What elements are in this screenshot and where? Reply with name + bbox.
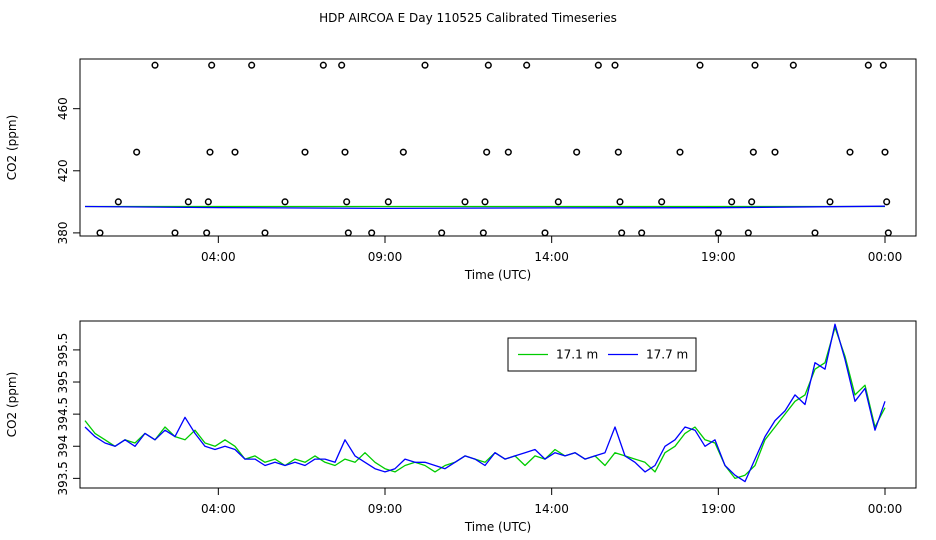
data-point (789, 61, 797, 69)
data-point (438, 229, 446, 237)
y-tick-label: 394 (56, 435, 70, 458)
y-axis: 380 420 460 CO2 (ppm) (5, 97, 80, 244)
y-tick-label: 393.5 (56, 461, 70, 495)
data-point (231, 148, 239, 156)
upper-panel-scatter: 04:00 09:00 14:00 19:00 00:00 Time (UTC) 380 42… (5, 58, 917, 282)
plot-frame (79, 320, 917, 489)
data-point (614, 148, 622, 156)
data-point (751, 61, 759, 69)
data-point (171, 229, 179, 237)
x-axis: 04:00 09:00 14:00 19:00 00:00 Time (UTC) (201, 236, 902, 282)
data-point (341, 148, 349, 156)
data-point (884, 229, 892, 237)
data-point (748, 198, 756, 206)
y-tick-label: 395 (56, 371, 70, 394)
data-point (133, 148, 141, 156)
data-point (714, 229, 722, 237)
x-axis-label: Time (UTC) (464, 268, 531, 282)
series-line-2 (84, 205, 886, 210)
x-tick-label: 09:00 (368, 502, 403, 516)
data-point (114, 198, 122, 206)
data-point (523, 61, 531, 69)
data-point (611, 61, 619, 69)
data-point (883, 198, 891, 206)
data-point (208, 61, 216, 69)
data-point (204, 198, 212, 206)
data-point (301, 148, 309, 156)
data-point (504, 148, 512, 156)
data-point (343, 198, 351, 206)
data-point (206, 148, 214, 156)
data-point (846, 148, 854, 156)
data-point (151, 61, 159, 69)
data-point (676, 148, 684, 156)
series-line-1 (84, 326, 886, 480)
data-point (203, 229, 211, 237)
x-tick-label: 00:00 (868, 250, 903, 264)
data-point (881, 148, 889, 156)
figure-title: HDP AIRCOA E Day 110525 Calibrated Times… (319, 11, 617, 25)
legend-label: 17.7 m (646, 348, 688, 362)
data-point (771, 148, 779, 156)
data-point (368, 229, 376, 237)
data-point (281, 198, 289, 206)
data-point (421, 61, 429, 69)
x-tick-label: 19:00 (701, 250, 736, 264)
data-point (481, 198, 489, 206)
data-point (864, 61, 872, 69)
x-tick-label: 00:00 (868, 502, 903, 516)
data-point (399, 148, 407, 156)
data-point (744, 229, 752, 237)
data-point (483, 148, 491, 156)
y-tick-label: 395.5 (56, 333, 70, 367)
legend: 17.1 m 17.7 m (507, 337, 697, 372)
plot-frame (79, 58, 917, 237)
data-point (749, 148, 757, 156)
y-axis-label: CO2 (ppm) (5, 372, 19, 438)
series-line-2 (84, 323, 886, 483)
data-point (811, 229, 819, 237)
data-point (826, 198, 834, 206)
data-point (728, 198, 736, 206)
data-point (696, 61, 704, 69)
data-point (616, 198, 624, 206)
data-point (319, 61, 327, 69)
data-point (96, 229, 104, 237)
x-tick-label: 04:00 (201, 502, 236, 516)
y-axis: 393.5 394 394.5 395 395.5 CO2 (ppm) (5, 333, 80, 496)
data-point (461, 198, 469, 206)
data-point (479, 229, 487, 237)
y-tick-label: 394.5 (56, 397, 70, 431)
data-point (541, 229, 549, 237)
data-point (384, 198, 392, 206)
data-points (96, 61, 892, 237)
x-tick-label: 09:00 (368, 250, 403, 264)
x-tick-label: 14:00 (534, 502, 569, 516)
x-tick-label: 19:00 (701, 502, 736, 516)
x-axis: 04:00 09:00 14:00 19:00 00:00 Time (UTC) (201, 488, 902, 534)
y-tick-label: 380 (56, 221, 70, 244)
data-point (261, 229, 269, 237)
x-axis-label: Time (UTC) (464, 520, 531, 534)
data-point (344, 229, 352, 237)
y-tick-label: 420 (56, 159, 70, 182)
lower-panel-timeseries: 04:00 09:00 14:00 19:00 00:00 Time (UTC) 393.5… (5, 320, 917, 534)
data-point (248, 61, 256, 69)
data-point (338, 61, 346, 69)
data-point (618, 229, 626, 237)
data-point (658, 198, 666, 206)
legend-label: 17.1 m (556, 348, 598, 362)
data-point (554, 198, 562, 206)
data-point (594, 61, 602, 69)
x-tick-label: 14:00 (534, 250, 569, 264)
data-point (484, 61, 492, 69)
y-tick-label: 460 (56, 97, 70, 120)
y-axis-label: CO2 (ppm) (5, 115, 19, 181)
data-point (638, 229, 646, 237)
x-tick-label: 04:00 (201, 250, 236, 264)
data-point (573, 148, 581, 156)
data-point (879, 61, 887, 69)
data-point (184, 198, 192, 206)
